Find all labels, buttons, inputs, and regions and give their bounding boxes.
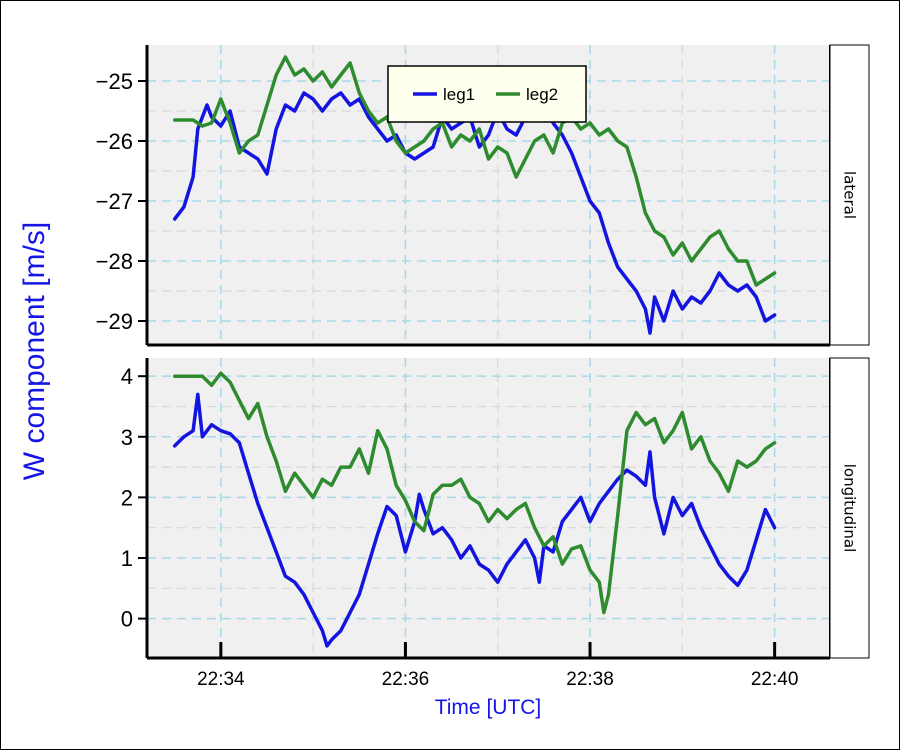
y-tick-label: −25	[96, 69, 133, 94]
y-tick-label: 0	[121, 607, 133, 632]
series-line-leg2	[172, 55, 777, 287]
legend-label-leg2: leg2	[526, 85, 558, 104]
strip-label: lateral	[841, 171, 859, 219]
strip-box	[829, 44, 870, 346]
y-tick-label: 1	[121, 546, 133, 571]
y-tick-label: 4	[121, 364, 133, 389]
series-line-leg1	[172, 91, 777, 335]
y-tick-label: −27	[96, 189, 133, 214]
y-tick-label: −26	[96, 129, 133, 154]
y-tick-label: −28	[96, 249, 133, 274]
panel-background	[147, 358, 830, 658]
x-tick-label: 22:40	[751, 669, 799, 690]
y-tick-label: 3	[121, 425, 133, 450]
y-tick-label: 2	[121, 485, 133, 510]
strip-label: longitudinal	[841, 464, 859, 552]
x-tick-label: 22:36	[382, 669, 430, 690]
panel-longitudinal: 4 3 2 1 0 longitudinal	[121, 357, 870, 660]
legend: leg1 leg2	[387, 65, 587, 123]
y-tick-label: −29	[96, 309, 133, 334]
y-axis-title: W component [m/s]	[18, 222, 51, 480]
x-tick-label: 22:38	[566, 669, 614, 690]
series-line-leg1	[172, 392, 777, 648]
series-line-leg2	[172, 371, 777, 615]
strip-box	[829, 357, 870, 659]
legend-label-leg1: leg1	[443, 85, 475, 104]
x-axis-title: Time [UTC]	[435, 696, 542, 719]
x-tick-label: 22:34	[197, 669, 245, 690]
